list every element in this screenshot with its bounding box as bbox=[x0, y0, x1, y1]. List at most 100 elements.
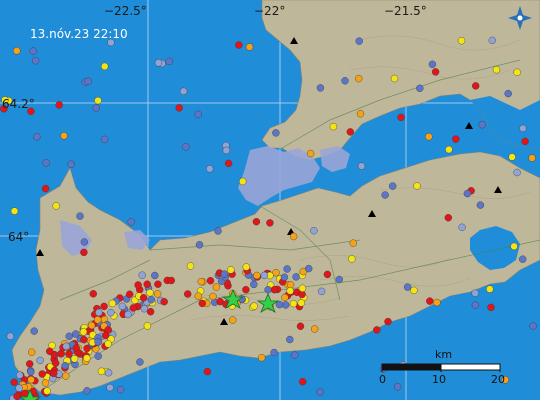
quake-dot bbox=[197, 277, 206, 286]
quake-dot bbox=[57, 350, 65, 358]
quake-dot bbox=[310, 226, 318, 235]
quake-dot bbox=[10, 378, 18, 386]
quake-dot bbox=[381, 191, 389, 199]
quake-dot bbox=[80, 336, 88, 344]
quake-dot bbox=[513, 68, 521, 77]
quake-dot bbox=[206, 277, 215, 285]
quake-dot bbox=[413, 182, 421, 190]
quake-dot bbox=[289, 232, 298, 241]
quake-dot bbox=[242, 286, 250, 294]
quake-dot bbox=[305, 264, 313, 273]
quake-star-icon bbox=[18, 388, 42, 400]
quake-dot bbox=[87, 321, 96, 330]
quake-dot bbox=[194, 292, 203, 300]
quake-dot bbox=[65, 332, 73, 340]
quake-dot bbox=[286, 287, 294, 295]
quake-dot bbox=[264, 286, 272, 294]
quake-dot bbox=[29, 47, 37, 55]
quake-dot bbox=[104, 340, 112, 348]
quake-dot bbox=[433, 298, 441, 307]
quake-dot bbox=[486, 285, 494, 293]
quake-dot bbox=[108, 299, 117, 308]
quake-dot bbox=[444, 213, 452, 222]
quake-dot bbox=[289, 299, 298, 308]
quake-dot bbox=[0, 105, 8, 113]
quake-dot bbox=[76, 212, 84, 220]
quake-dot bbox=[71, 330, 80, 338]
lat-label: 64° bbox=[8, 230, 29, 244]
scale-unit: km bbox=[435, 348, 452, 361]
quake-star-icon bbox=[256, 292, 280, 313]
earthquake-dots bbox=[0, 36, 537, 400]
quake-dot bbox=[129, 304, 138, 312]
large-quake-stars bbox=[18, 288, 280, 400]
quake-dot bbox=[13, 392, 21, 400]
quake-dot bbox=[235, 41, 243, 49]
quake-dot bbox=[70, 355, 79, 363]
quake-dot bbox=[227, 266, 235, 274]
quake-dot bbox=[410, 286, 418, 295]
timestamp: 13.nóv.23 22:10 bbox=[30, 27, 128, 41]
quake-dot bbox=[183, 290, 192, 298]
quake-dot bbox=[94, 338, 102, 346]
quake-dot bbox=[488, 36, 496, 45]
quake-dot bbox=[13, 47, 21, 55]
quake-dot bbox=[297, 299, 305, 307]
quake-dot bbox=[182, 143, 190, 151]
quake-dot bbox=[30, 327, 38, 335]
quake-dot bbox=[355, 74, 363, 83]
quake-dot bbox=[306, 149, 315, 158]
quake-dot bbox=[390, 74, 399, 83]
quake-dot bbox=[179, 87, 188, 96]
quake-dot bbox=[153, 290, 162, 298]
scale-tick: 10 bbox=[432, 373, 446, 386]
quake-dot bbox=[28, 348, 36, 356]
quake-dot bbox=[80, 248, 88, 257]
quake-dot bbox=[272, 129, 280, 137]
quake-dot bbox=[84, 77, 92, 86]
met-office-logo-icon bbox=[508, 6, 532, 30]
quake-dot bbox=[27, 368, 35, 376]
quake-dot bbox=[291, 351, 299, 359]
quake-dot bbox=[457, 37, 466, 45]
quake-dot bbox=[508, 153, 516, 161]
quake-dot bbox=[209, 292, 217, 301]
quake-dot bbox=[140, 305, 149, 313]
quake-dot bbox=[165, 57, 174, 66]
quake-dot bbox=[260, 271, 269, 280]
quake-dot bbox=[346, 128, 354, 136]
quake-dot bbox=[106, 383, 114, 392]
quake-dot bbox=[15, 384, 23, 392]
quake-dot bbox=[458, 223, 466, 232]
lava-and-urban-areas bbox=[60, 146, 350, 256]
scale-bar: km 0 10 20 bbox=[379, 348, 505, 386]
quake-dot bbox=[143, 280, 151, 288]
quake-dot bbox=[272, 269, 280, 277]
quake-dot bbox=[175, 104, 183, 112]
quake-dot bbox=[425, 132, 433, 141]
quake-dot bbox=[94, 96, 102, 105]
quake-dot bbox=[100, 302, 108, 311]
quake-dot bbox=[38, 370, 46, 378]
quake-dot bbox=[250, 302, 258, 310]
quake-dot bbox=[95, 308, 103, 317]
quake-dot bbox=[93, 316, 102, 324]
quake-dot bbox=[65, 350, 73, 358]
quake-dot bbox=[92, 104, 100, 112]
quake-dot bbox=[97, 367, 106, 375]
volcano-icon bbox=[494, 186, 502, 193]
quake-dot bbox=[214, 227, 222, 235]
volcano-icon bbox=[465, 122, 473, 129]
quake-dot bbox=[229, 316, 237, 324]
quake-dot bbox=[299, 378, 307, 386]
quake-dot bbox=[104, 326, 112, 334]
quake-dot bbox=[452, 135, 460, 143]
quake-dot bbox=[100, 62, 109, 71]
quake-dot bbox=[393, 383, 402, 391]
quake-dot bbox=[6, 332, 15, 340]
quake-dot bbox=[478, 120, 486, 129]
quake-dot bbox=[83, 387, 91, 395]
quake-dot bbox=[296, 322, 305, 330]
quake-dot bbox=[154, 59, 163, 67]
quake-dot bbox=[471, 301, 480, 309]
